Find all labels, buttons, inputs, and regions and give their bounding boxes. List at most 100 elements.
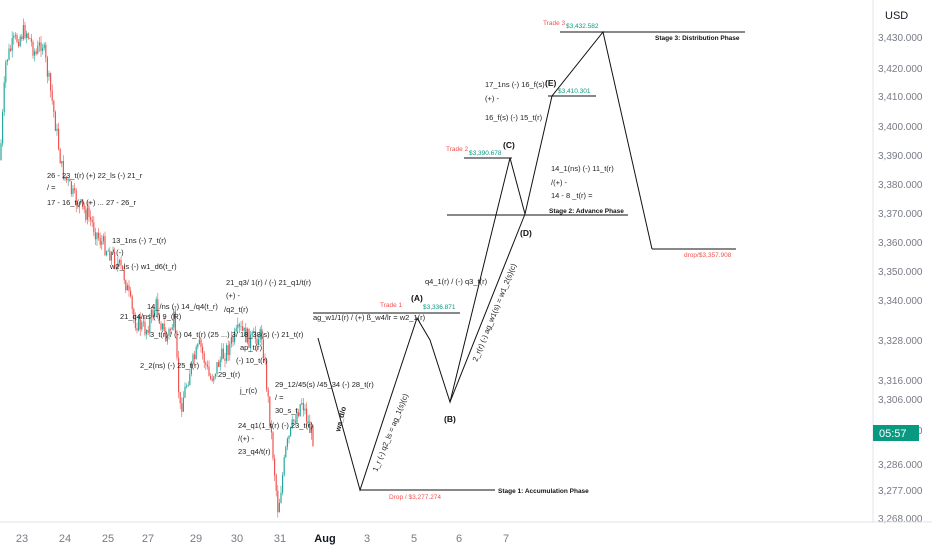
candle-body xyxy=(122,265,124,270)
candle-body xyxy=(290,426,292,436)
candle-body xyxy=(94,232,96,240)
candle-body xyxy=(243,327,245,331)
candle-body xyxy=(146,330,148,335)
candle-body xyxy=(106,251,108,256)
candle-body xyxy=(157,299,159,316)
candle-body xyxy=(184,386,186,398)
candle-body xyxy=(88,207,90,218)
candle-body xyxy=(224,358,226,361)
price-tick-label: 3,306.000 xyxy=(878,395,923,406)
candle-body xyxy=(93,222,95,233)
candle-body xyxy=(293,419,295,421)
candle-body xyxy=(26,33,28,38)
candle-body xyxy=(238,324,240,327)
candle-body xyxy=(58,128,60,150)
price-tick-label: 3,316.000 xyxy=(878,376,923,387)
candle-body xyxy=(174,311,176,333)
candle-body xyxy=(118,259,120,264)
candle-body xyxy=(259,329,261,340)
price-ticks: 3,430.000 3,420.000 3,410.000 3,400.000 3,39… xyxy=(878,33,923,525)
candle-body xyxy=(150,309,152,318)
currency-label[interactable]: USD xyxy=(885,10,908,22)
countdown-text: 05:57 xyxy=(879,428,907,440)
candle-body xyxy=(232,336,234,343)
candle-body xyxy=(62,161,64,180)
candle-body xyxy=(99,238,101,245)
candle-body xyxy=(67,179,69,181)
candle-body xyxy=(46,57,48,77)
candle-body xyxy=(166,335,168,342)
candle-body xyxy=(197,344,199,348)
candle-body xyxy=(126,285,128,291)
candle-body xyxy=(61,161,63,164)
candle-body xyxy=(229,343,231,356)
candle-body xyxy=(309,421,311,433)
candle-body xyxy=(5,61,7,83)
annotation: 30_s_t xyxy=(275,406,298,415)
candle-body xyxy=(165,330,167,342)
projection-path xyxy=(317,30,653,492)
annotation: (-) 10_t(r) xyxy=(236,356,268,365)
candle-body xyxy=(6,59,8,62)
annotation: 3_t(r) / (-) 04_t(r) (25 ...) 3/ 18_38(s… xyxy=(150,330,304,339)
price-tick-label: 3,350.000 xyxy=(878,267,923,278)
candle-body xyxy=(208,366,210,376)
candle-body xyxy=(267,389,269,397)
candle-body xyxy=(131,296,133,310)
candle-body xyxy=(251,332,253,335)
candle-body xyxy=(280,492,282,503)
annotation: 2_2(ns) (-) 25_t(r) xyxy=(140,361,200,370)
trade2-price: $3,390.678 xyxy=(469,150,502,157)
candle-body xyxy=(176,332,178,358)
candle-body xyxy=(125,280,127,291)
annotation: 16_f(s) (-) 15_t(r) xyxy=(485,113,543,122)
candle-body xyxy=(299,404,301,416)
candle-body xyxy=(307,421,309,423)
candle-body xyxy=(190,361,192,375)
time-ticks: 23 24 25 27 29 30 31 Aug 3 5 6 7 xyxy=(16,533,509,545)
candle-body xyxy=(78,202,80,208)
annotation: 21_q3/ 1(r) / (-) 21_q1/t(r) xyxy=(226,278,312,287)
candle-body xyxy=(152,309,154,317)
candle-body xyxy=(171,327,173,330)
candle-body xyxy=(278,502,280,513)
candle-body xyxy=(253,331,255,333)
candle-body xyxy=(298,412,300,416)
candle-body xyxy=(16,35,18,43)
annotation: 17 - 16_t(r) (+) ... 27 - 26_r xyxy=(47,198,136,207)
wave-label-a: (A) xyxy=(411,293,423,303)
candle-body xyxy=(158,315,160,324)
candle-body xyxy=(163,323,165,331)
price-tick-label: 3,430.000 xyxy=(878,33,923,44)
annotation: q4_1(r) / (-) q3_t(r) xyxy=(425,277,488,286)
candle-body xyxy=(181,403,183,412)
candle-body xyxy=(120,259,122,266)
candle-body xyxy=(50,73,52,91)
candle-body xyxy=(266,361,268,390)
candle-body xyxy=(18,42,20,47)
candle-body xyxy=(189,374,191,386)
candle-body xyxy=(291,419,293,427)
candle-body xyxy=(142,321,144,323)
trade2-label: Trade 2 xyxy=(446,146,469,153)
price-tick-label: 3,268.000 xyxy=(878,514,923,525)
candle-body xyxy=(74,188,76,191)
candle-body xyxy=(218,362,220,367)
trade-e-price: $3,410.301 xyxy=(558,88,591,95)
candle-body xyxy=(155,299,157,311)
candle-body xyxy=(8,48,10,60)
candle-body xyxy=(248,328,250,348)
price-tick-label: 3,380.000 xyxy=(878,180,923,191)
candle-body xyxy=(85,209,87,220)
candle-body xyxy=(294,420,296,423)
annotation: 13_1ns (-) 7_t(r) xyxy=(112,236,167,245)
candle-body xyxy=(64,176,66,180)
time-tick-label: 7 xyxy=(503,533,509,545)
candle-body xyxy=(69,179,71,182)
candle-body xyxy=(178,357,180,393)
candle-body xyxy=(10,48,12,51)
candle-body xyxy=(112,251,114,253)
trade3-label: Trade 3 xyxy=(543,20,566,27)
annotation: 14 - 8 _t(r) = xyxy=(551,191,593,200)
